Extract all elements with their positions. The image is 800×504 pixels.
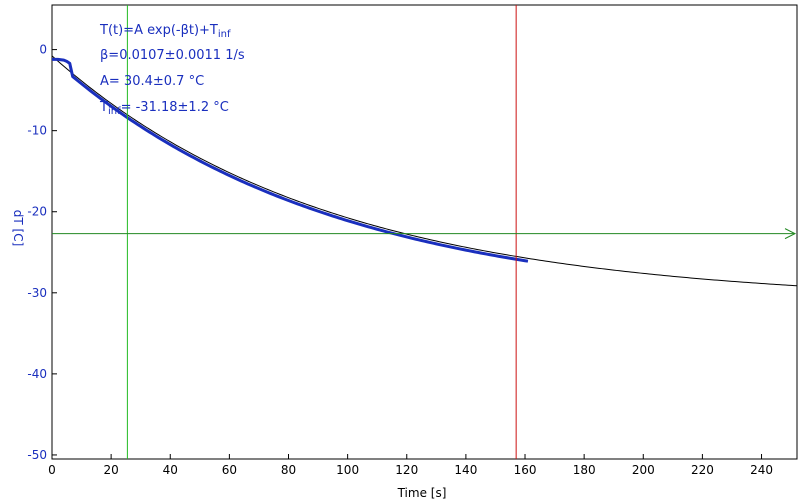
measured-series (52, 57, 529, 263)
y-tick-label: -40 (27, 367, 47, 381)
plot-frame (51, 4, 798, 460)
annotation-amplitude: A= 30.4±0.7 °C (100, 74, 204, 89)
y-tick-label: -20 (27, 205, 47, 219)
axis-ticks: 0 20 40 60 80 100 120 140 160 180 200 220 240 0 -10 -20… (27, 43, 773, 477)
x-tick-label: 20 (103, 463, 118, 477)
x-tick-label: 140 (454, 463, 477, 477)
annotation-tinf: Tinf= -31.18±1.2 °C (99, 100, 229, 117)
y-tick-label: -50 (27, 448, 47, 462)
x-tick-label: 60 (222, 463, 237, 477)
x-tick-label: 80 (281, 463, 296, 477)
horizontal-cursor-arrowhead (784, 228, 797, 240)
annotation-tinf-subscript: inf (108, 106, 121, 117)
y-tick-label: -30 (27, 286, 47, 300)
y-tick-label: 0 (39, 43, 47, 57)
fit-curve (51, 55, 798, 287)
series-layer (51, 55, 798, 287)
x-tick-label: 40 (163, 463, 178, 477)
annotation-model-subscript: inf (218, 29, 231, 40)
annotation-model: T(t)=A exp(-βt)+Tinf (99, 23, 231, 40)
x-tick-label: 220 (691, 463, 714, 477)
x-tick-label: 200 (632, 463, 655, 477)
x-tick-label: 240 (750, 463, 773, 477)
y-tick-label: -10 (27, 124, 47, 138)
cursor-layer (52, 5, 797, 459)
annotation-beta: β=0.0107±0.0011 1/s (100, 48, 245, 63)
x-tick-label: 100 (336, 463, 359, 477)
x-tick-label: 160 (514, 463, 537, 477)
x-tick-label: 180 (573, 463, 596, 477)
x-tick-label: 0 (48, 463, 56, 477)
x-tick-label: 120 (395, 463, 418, 477)
x-axis-label: Time [s] (397, 486, 447, 500)
y-axis-label: dT [C] (11, 210, 25, 247)
